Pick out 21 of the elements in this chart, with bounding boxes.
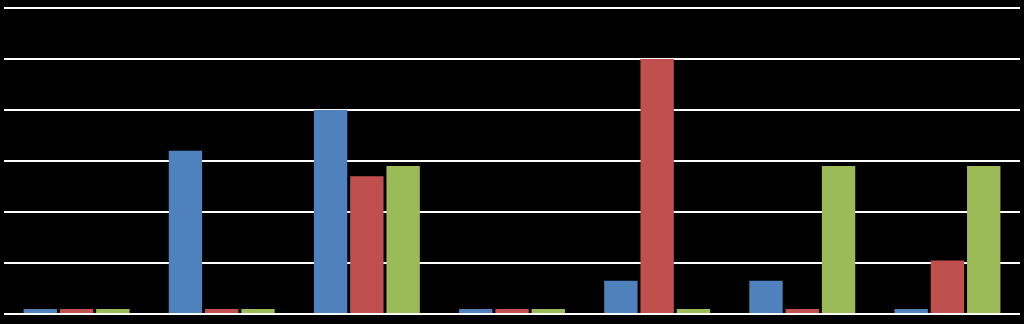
- bar: [459, 308, 493, 313]
- bar: [785, 308, 819, 313]
- bar: [205, 308, 239, 313]
- bar: [168, 150, 203, 313]
- bar: [640, 59, 674, 313]
- bar: [967, 166, 1001, 313]
- bar: [676, 308, 711, 313]
- bar: [350, 176, 384, 313]
- bar: [59, 308, 94, 313]
- bar: [930, 260, 965, 313]
- bar: [821, 166, 856, 313]
- bar: [749, 280, 783, 313]
- bar: [604, 280, 638, 313]
- bar: [241, 308, 275, 313]
- bar: [23, 308, 57, 313]
- bar: [894, 308, 928, 313]
- bar: [531, 308, 565, 313]
- bar: [313, 110, 348, 313]
- bar: [96, 308, 130, 313]
- bar: [386, 166, 420, 313]
- bar: [495, 308, 529, 313]
